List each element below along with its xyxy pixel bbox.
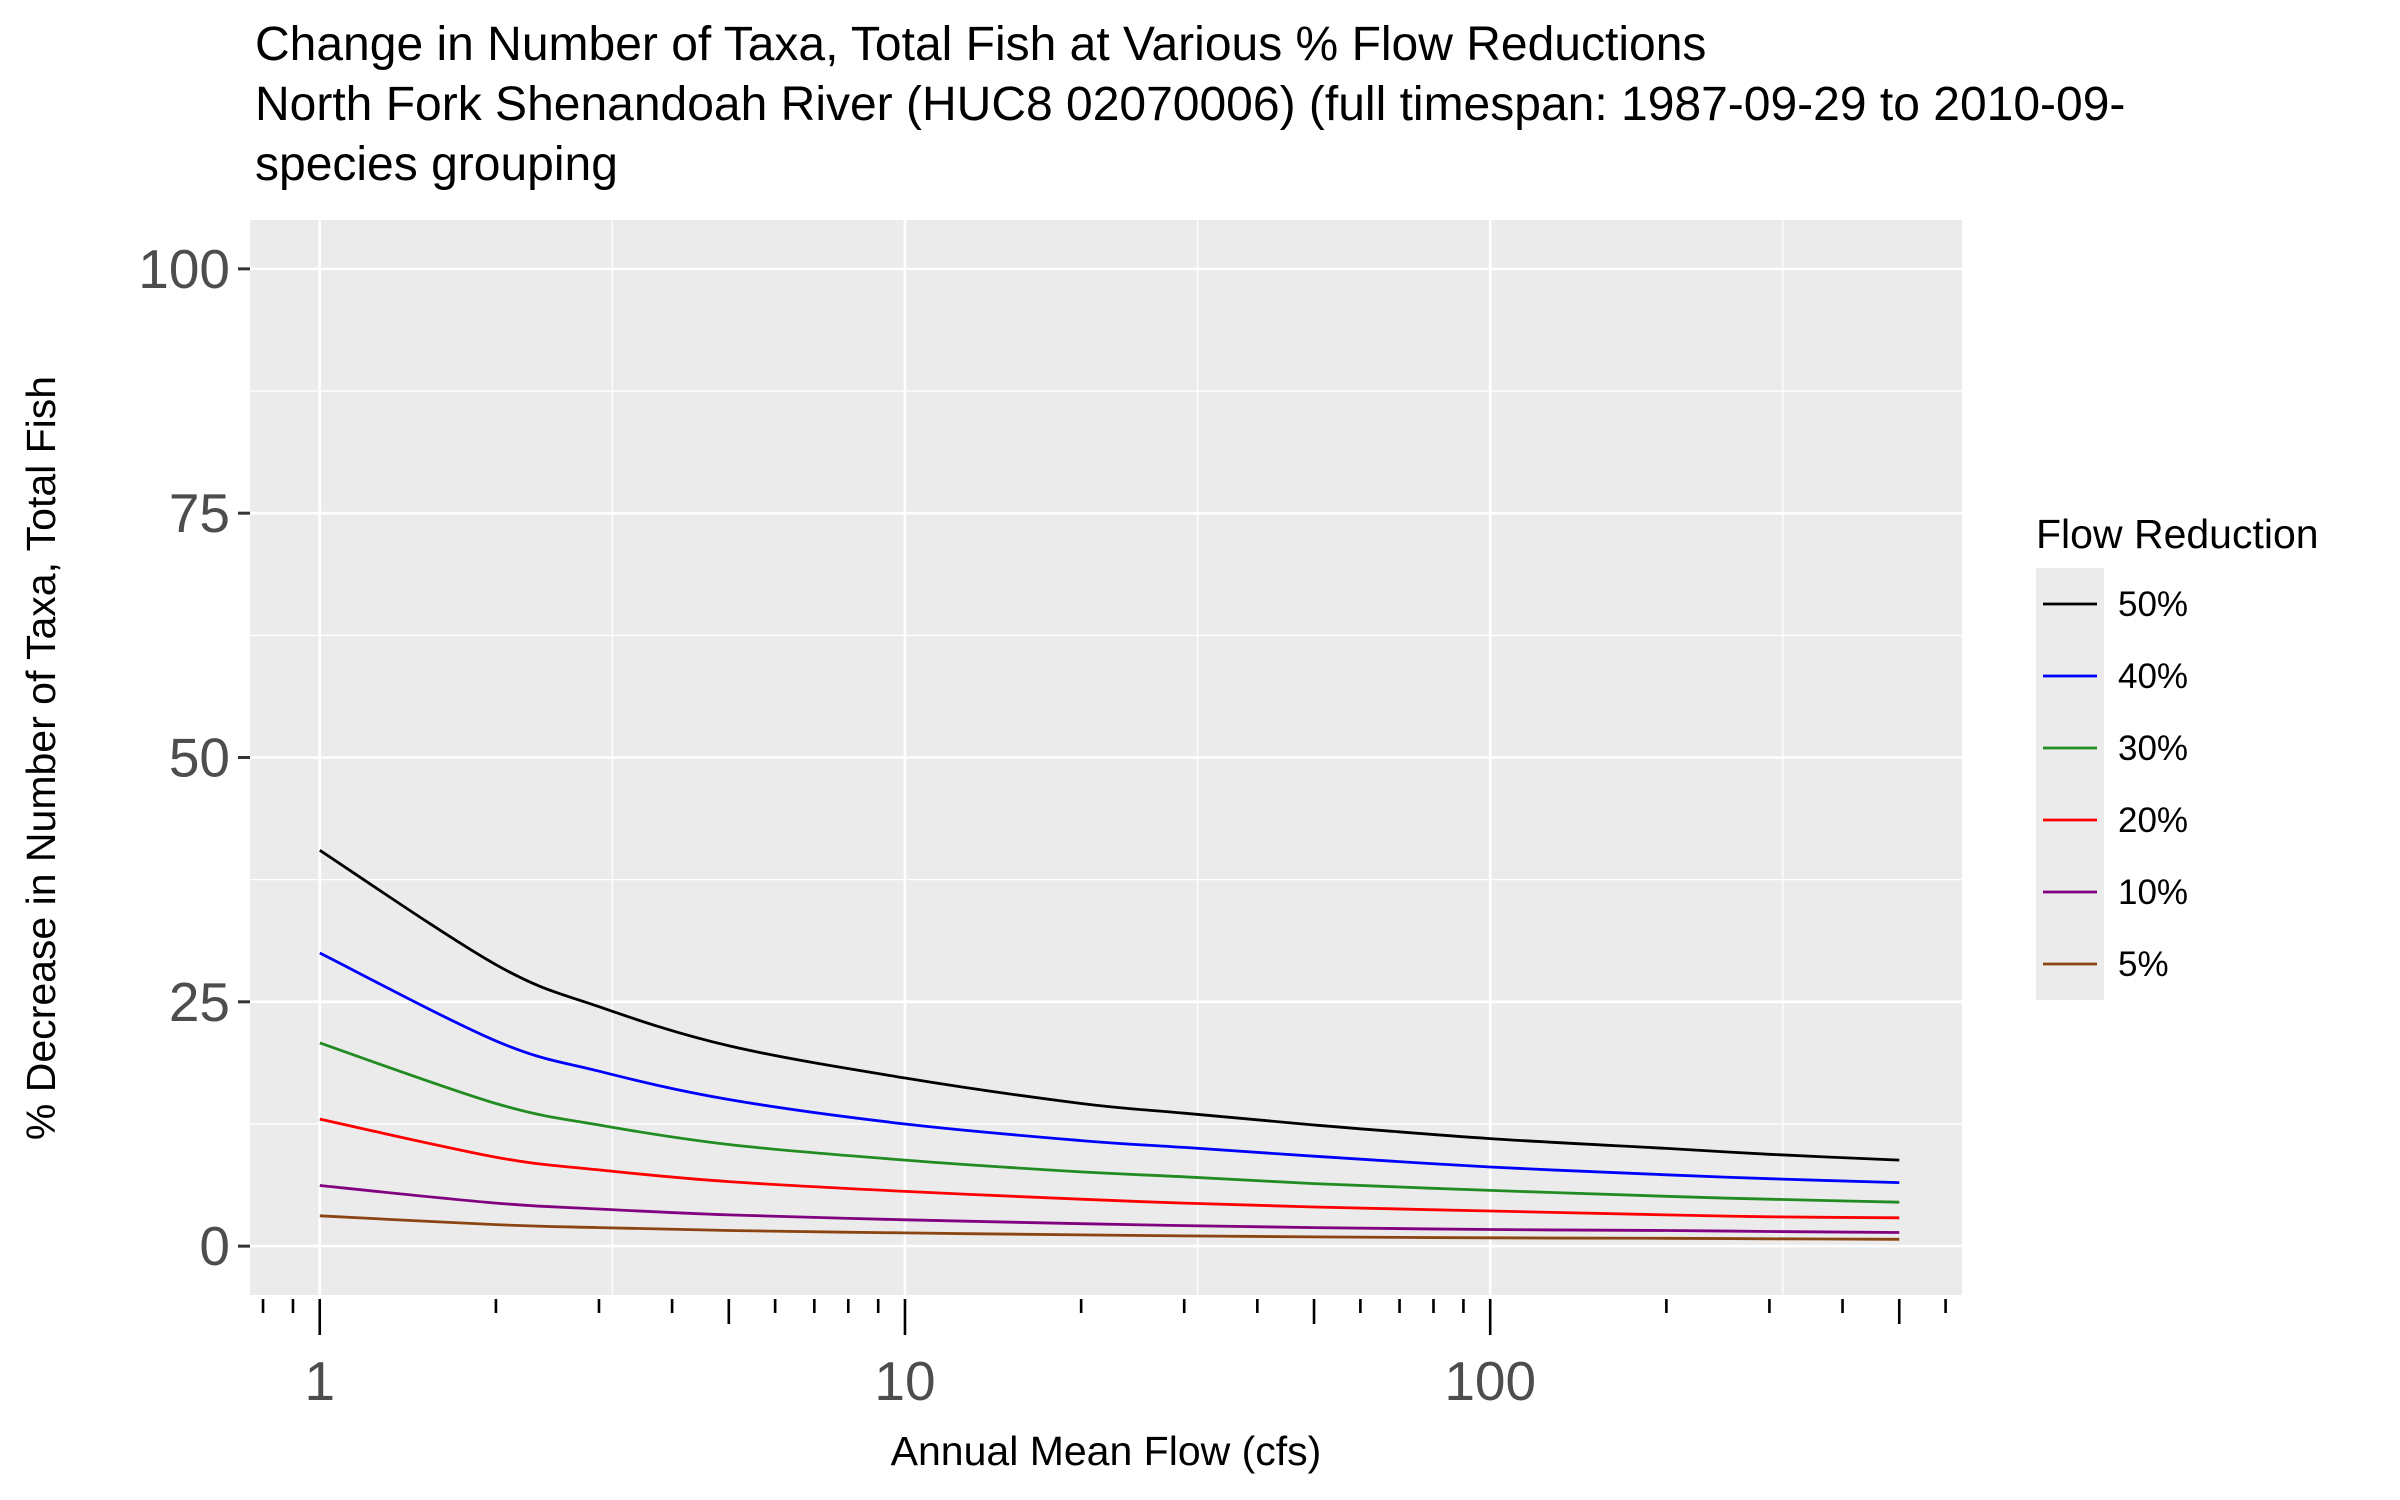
series-line-50pct xyxy=(319,849,1900,1162)
series-line-40pct xyxy=(319,951,1900,1184)
series-lines xyxy=(319,849,1900,1241)
legend-label: 40% xyxy=(2118,657,2188,696)
chart-title-line-3: species grouping xyxy=(255,138,618,191)
chart-title-line-2: North Fork Shenandoah River (HUC8 020700… xyxy=(255,78,2125,131)
y-tick-label: 75 xyxy=(169,482,230,544)
legend-label: 30% xyxy=(2118,729,2188,768)
series-line-20pct xyxy=(319,1117,1900,1220)
legend: Flow Reduction 50% 40% 30% 20% 10% 5% xyxy=(2036,511,2319,1000)
y-tick-label: 25 xyxy=(169,971,230,1033)
legend-label: 20% xyxy=(2118,801,2188,840)
x-tick-label: 10 xyxy=(874,1350,935,1412)
x-axis: 1 10 100 xyxy=(261,1299,1947,1412)
series-line-5pct xyxy=(319,1214,1900,1241)
legend-label: 10% xyxy=(2118,873,2188,912)
y-axis: 0 25 50 75 100 xyxy=(138,238,250,1277)
series-line-10pct xyxy=(319,1184,1900,1234)
y-axis-title: % Decrease in Number of Taxa, Total Fish xyxy=(18,376,64,1140)
major-gridlines xyxy=(250,220,1962,1295)
x-tick-label: 1 xyxy=(304,1350,335,1412)
legend-label: 50% xyxy=(2118,585,2188,624)
y-tick-label: 50 xyxy=(169,727,230,789)
series-line-30pct xyxy=(319,1041,1900,1204)
x-axis-title: Annual Mean Flow (cfs) xyxy=(891,1428,1322,1474)
x-tick-label: 100 xyxy=(1444,1350,1536,1412)
legend-title: Flow Reduction xyxy=(2036,511,2319,557)
y-tick-label: 0 xyxy=(199,1215,230,1277)
legend-label: 5% xyxy=(2118,945,2169,984)
chart-title-line-1: Change in Number of Taxa, Total Fish at … xyxy=(255,18,1706,71)
y-tick-label: 100 xyxy=(138,238,230,300)
